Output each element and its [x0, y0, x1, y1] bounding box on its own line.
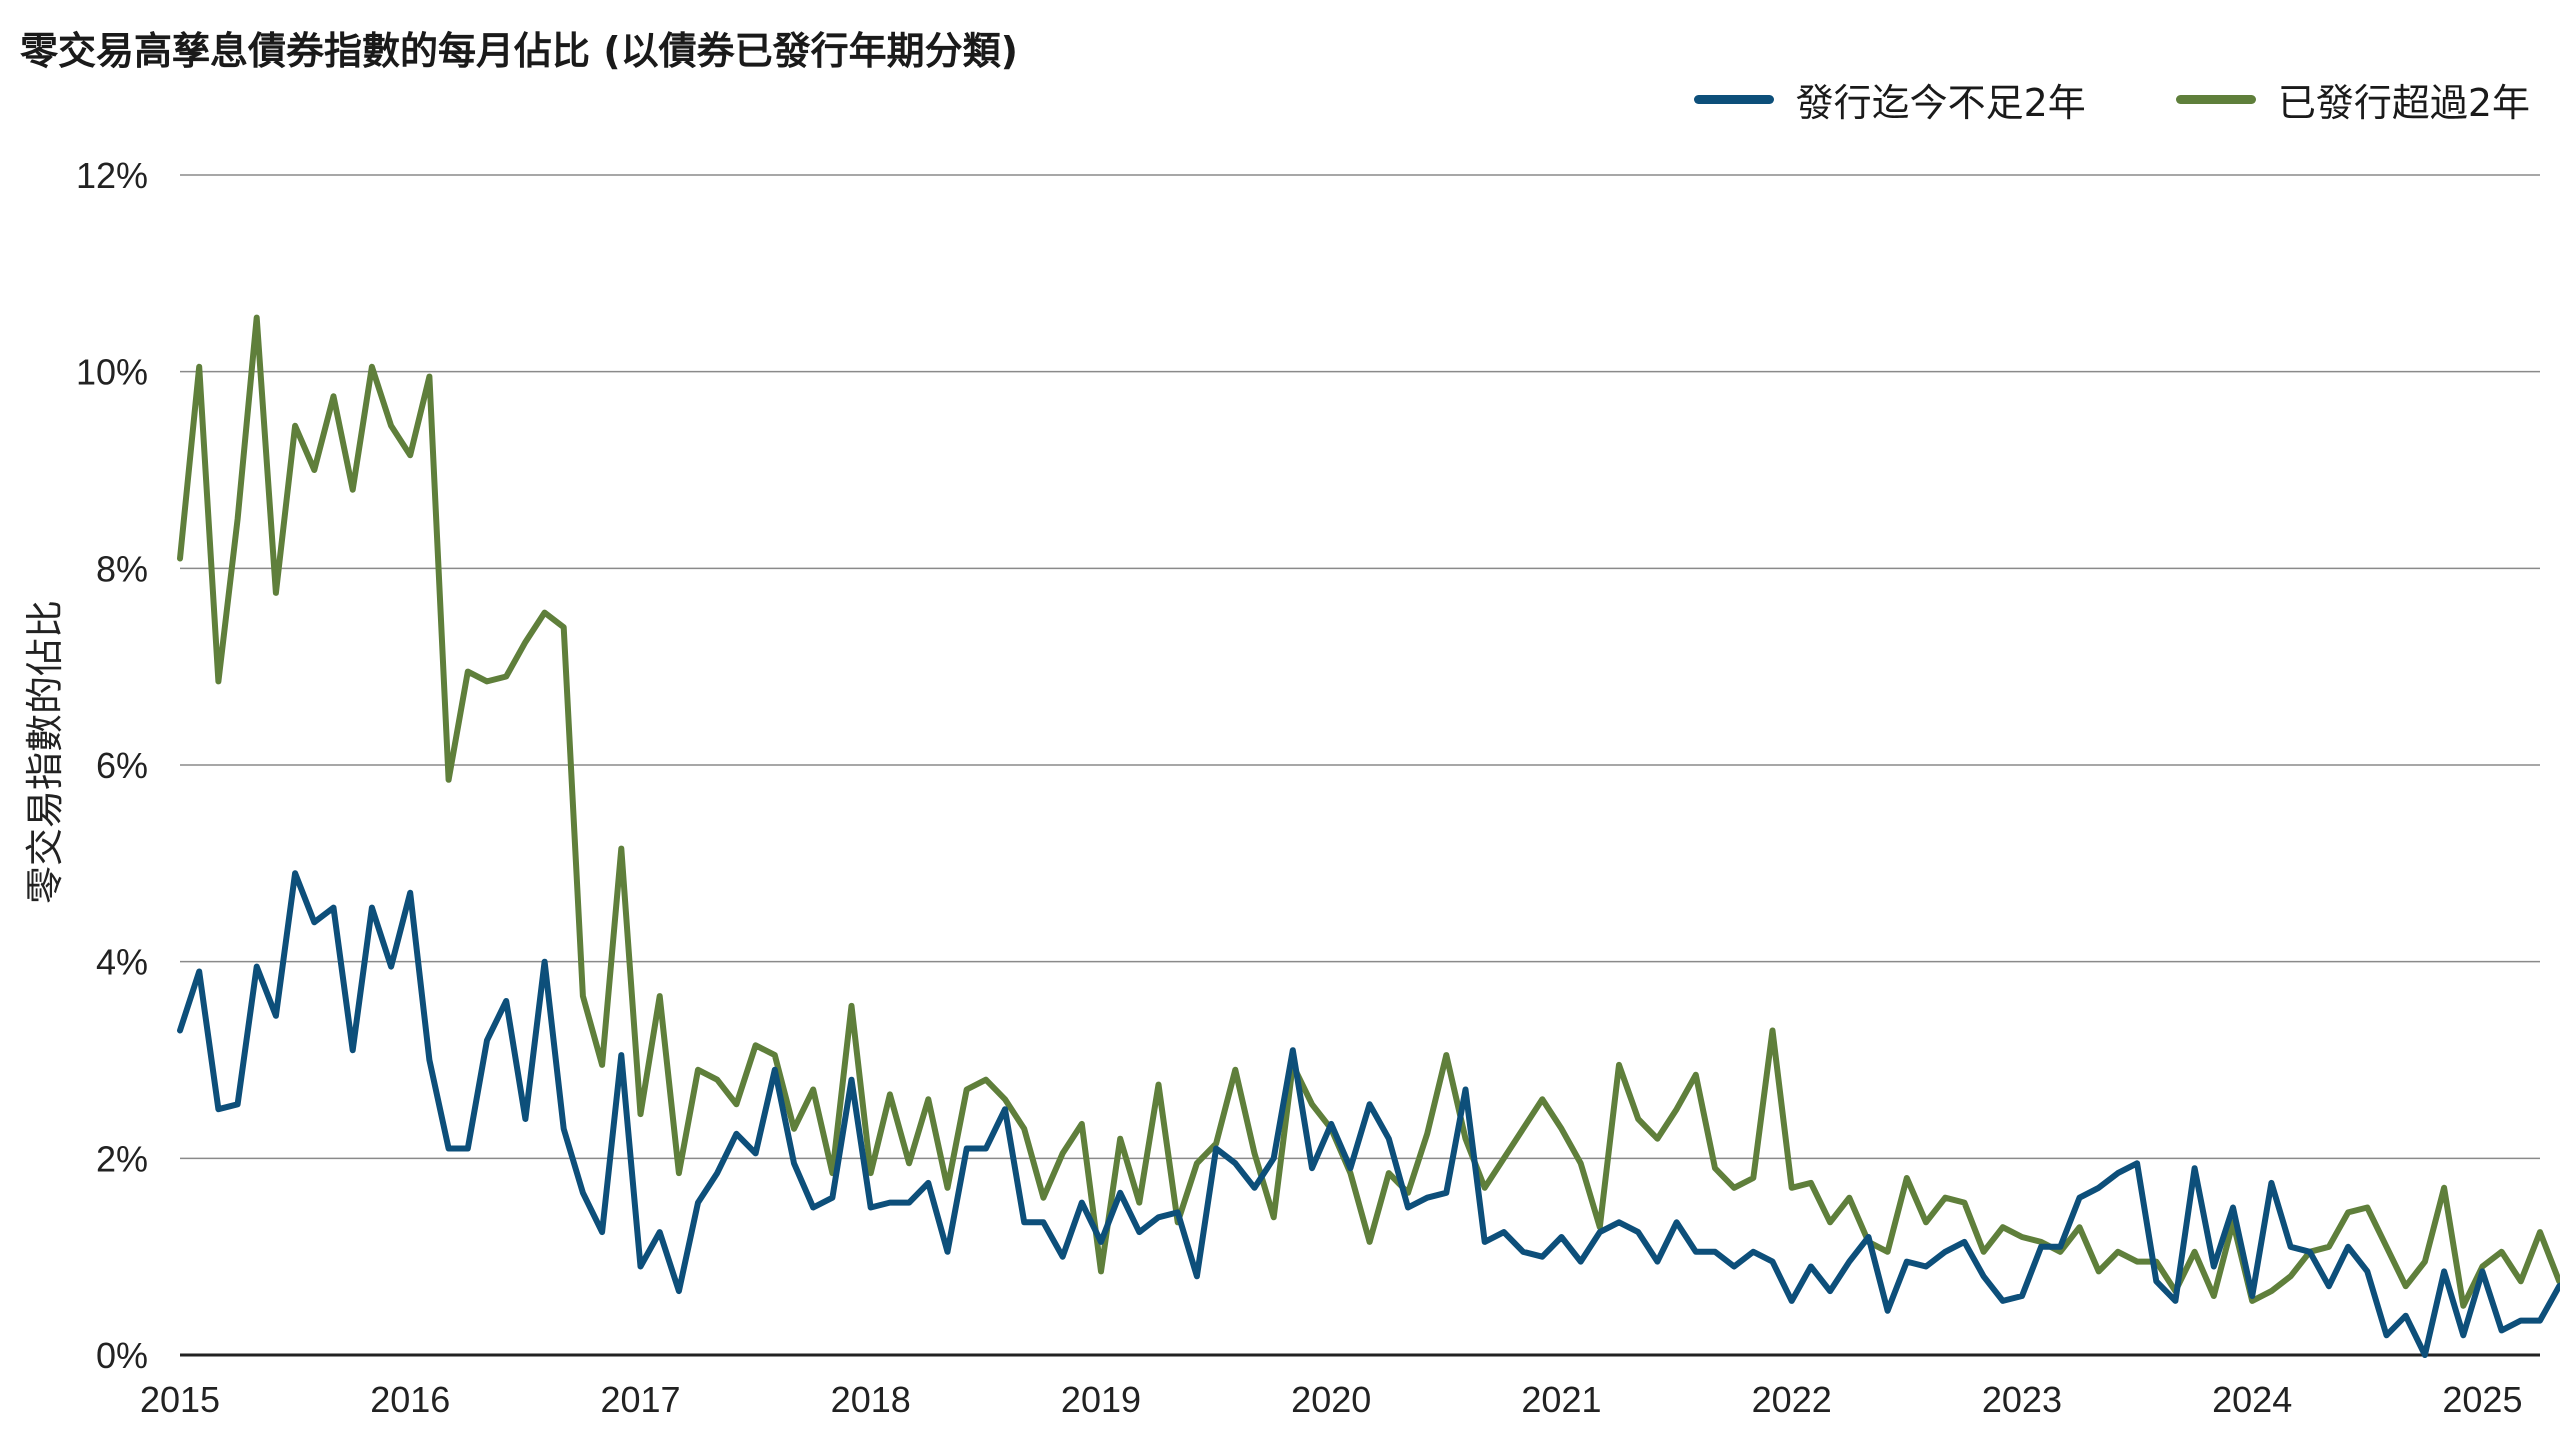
- x-tick-label: 2022: [1752, 1379, 1832, 1420]
- y-axis-ticks: 0% 2% 4% 6% 8% 10% 12%: [76, 155, 148, 1376]
- x-tick-label: 2018: [831, 1379, 911, 1420]
- y-tick-label: 6%: [96, 745, 148, 786]
- legend-item-seasoned-issues: 已發行超過2年: [2175, 72, 2530, 127]
- y-tick-label: 2%: [96, 1138, 148, 1179]
- x-tick-label: 2019: [1061, 1379, 1141, 1420]
- legend-swatch-seasoned-issues: [2175, 95, 2256, 104]
- y-tick-label: 0%: [96, 1335, 148, 1376]
- legend-label-seasoned-issues: 已發行超過2年: [2277, 81, 2530, 125]
- x-tick-label: 2015: [140, 1379, 220, 1420]
- x-tick-label: 2016: [370, 1379, 450, 1420]
- x-tick-label: 2023: [1982, 1379, 2062, 1420]
- y-tick-label: 8%: [96, 548, 148, 589]
- legend: 發行迄今不足2年 已發行超過2年: [1693, 72, 2530, 127]
- series-lines: [177, 314, 2560, 1358]
- legend-label-new-issues: 發行迄今不足2年: [1795, 81, 2086, 125]
- x-tick-label: 2025: [2442, 1379, 2522, 1420]
- x-tick-label: 2021: [1521, 1379, 1601, 1420]
- chart-title: 零交易高孳息債券指數的每月佔比 (以債券已發行年期分類): [20, 29, 1018, 73]
- y-tick-label: 4%: [96, 942, 148, 983]
- x-tick-label: 2020: [1291, 1379, 1371, 1420]
- legend-swatch-new-issues: [1693, 95, 1774, 104]
- series-line-new-issues: [177, 870, 2560, 1358]
- series-line-seasoned-issues: [177, 314, 2560, 1309]
- gridlines: [180, 174, 2540, 1357]
- y-axis-label: 零交易指數的佔比: [23, 600, 67, 904]
- x-tick-label: 2024: [2212, 1379, 2292, 1420]
- x-tick-label: 2017: [600, 1379, 680, 1420]
- y-tick-label: 12%: [76, 155, 148, 196]
- legend-item-new-issues: 發行迄今不足2年: [1693, 72, 2086, 127]
- x-axis-ticks: 2015 2016 2017 2018 2019 2020 2021 2022 2023 2024…: [140, 1379, 2523, 1420]
- y-tick-label: 10%: [76, 352, 148, 393]
